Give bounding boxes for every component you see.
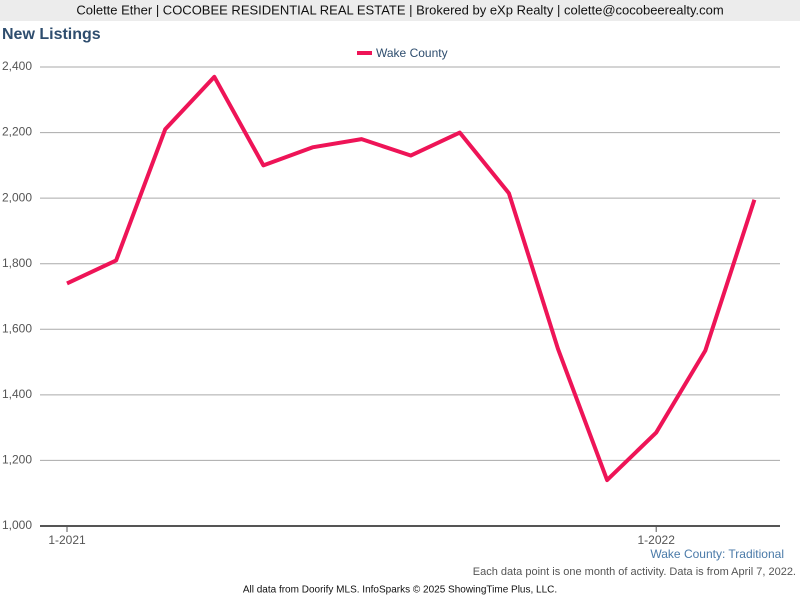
y-tick-label: 1,600 [2,321,32,335]
y-tick-label: 1,400 [2,387,32,401]
source: All data from Doorify MLS. InfoSparks © … [243,585,557,596]
note: Each data point is one month of activity… [473,566,796,578]
series-line [66,74,757,483]
subtitle: Wake County: Traditional [650,547,784,561]
y-tick-label: 2,200 [2,125,32,139]
y-tick-label: 1,200 [2,453,32,467]
y-tick-label: 1,000 [2,518,32,532]
x-tick-label: 1-2022 [638,533,676,547]
y-tick-label: 2,000 [2,190,32,204]
y-tick-label: 1,800 [2,256,32,270]
header: Colette Ether | COCOBEE RESIDENTIAL REAL… [76,2,723,17]
y-tick-label: 2,400 [2,59,32,73]
x-tick-label: 1-2021 [48,533,86,547]
header-bar [0,0,800,21]
legend-label: Wake County [376,46,448,60]
chart-title: New Listings [2,26,101,43]
